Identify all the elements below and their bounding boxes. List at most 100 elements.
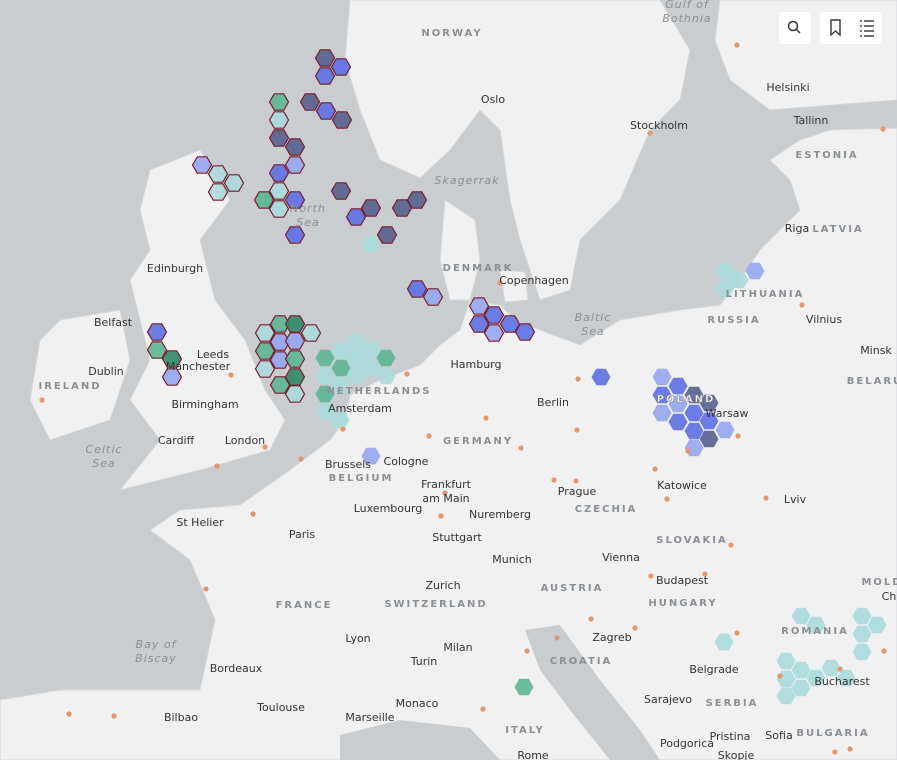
hex-cell [699, 430, 719, 448]
city-dot [763, 495, 769, 501]
city-label: Milan [443, 641, 472, 654]
hex-cell [483, 324, 505, 342]
sea-label: Sea [296, 216, 320, 229]
city-label: am Main [422, 492, 469, 505]
controls [779, 12, 882, 44]
country-label: POLAND [657, 394, 716, 405]
hex-cell [299, 93, 321, 111]
country-label: AUSTRIA [541, 583, 604, 594]
hex-cell [406, 280, 428, 298]
city-label: Rome [517, 749, 549, 760]
hex-cell [254, 342, 276, 360]
city-dot [426, 433, 432, 439]
hex-cell [483, 306, 505, 324]
hex-cell [284, 156, 306, 174]
city-label: Bucharest [814, 675, 870, 688]
hex-cell [161, 350, 183, 368]
hex-cell [422, 288, 444, 306]
hex-cell [668, 377, 688, 395]
hex-cell [391, 199, 413, 217]
hex-cell [269, 333, 291, 351]
hex-cell [268, 182, 290, 200]
city-label: Tallinn [793, 114, 829, 127]
hex-cell [652, 368, 672, 386]
hex-cell [284, 315, 306, 333]
hex-cell [406, 191, 428, 209]
hex-cell [852, 625, 872, 643]
hex-cell [699, 412, 719, 430]
hex-cell [268, 111, 290, 129]
hex-cell [668, 413, 688, 431]
hex-cell [361, 447, 381, 465]
city-dot [647, 130, 653, 136]
hex-cell [729, 271, 749, 289]
city-label: Belfast [94, 316, 133, 329]
hex-cell [499, 315, 521, 333]
sea-label: Biscay [135, 652, 177, 665]
sea-label: Gulf of [665, 0, 710, 11]
city-label: Oslo [481, 93, 505, 106]
hex-cell [268, 200, 290, 218]
city-dot [837, 666, 843, 672]
hex-cell [191, 156, 213, 174]
hex-cell [714, 280, 734, 298]
country-label: NETHERLANDS [327, 386, 432, 397]
hex-cell [223, 174, 245, 192]
city-label: Lviv [784, 493, 807, 506]
hex-cell [776, 687, 796, 705]
sea-label: Sea [92, 457, 116, 470]
city-label: Stockholm [630, 119, 688, 132]
city-label: Frankfurt [421, 478, 471, 491]
country-label: IRELAND [38, 381, 101, 392]
sea-label: Baltic [575, 311, 612, 324]
hex-cell [300, 324, 322, 342]
city-label: Luxembourg [354, 502, 423, 515]
city-label: Skopje [718, 749, 755, 760]
sea-label: Skagerrak [435, 174, 500, 187]
country-label: RUSSIA [707, 315, 760, 326]
country-label: LATVIA [812, 224, 863, 235]
hex-cell [806, 669, 826, 687]
sea-label: Sea [581, 325, 605, 338]
bookmark-button[interactable] [830, 19, 841, 37]
city-dot [847, 746, 853, 752]
hex-cell [269, 376, 291, 394]
hex-cell [345, 208, 367, 226]
hex-cell [314, 67, 336, 85]
search-button[interactable] [779, 12, 811, 44]
city-dots [39, 42, 887, 755]
country-label: SERBIA [706, 698, 759, 709]
sea-label: Celtic [86, 443, 123, 456]
hex-cell [330, 411, 350, 429]
hex-cell [268, 164, 290, 182]
city-label: Turin [410, 655, 438, 668]
hex-cell [684, 404, 704, 422]
country-label: GERMANY [443, 436, 513, 447]
hex-cell [253, 191, 275, 209]
country-label: CZECHIA [575, 504, 638, 515]
city-dot [574, 427, 580, 433]
hex-cell [852, 607, 872, 625]
hex-cell [207, 165, 229, 183]
city-label: Manchester [166, 360, 231, 373]
city-dot [551, 477, 557, 483]
hex-cell [791, 679, 811, 697]
country-label: BELARU [847, 376, 897, 387]
city-label: Vienna [602, 551, 640, 564]
hex-cell [269, 315, 291, 333]
city-label: Marseille [345, 711, 394, 724]
city-dot [573, 478, 579, 484]
city-label: Munich [492, 553, 532, 566]
hex-cell [852, 643, 872, 661]
city-dot [664, 496, 670, 502]
layers-button[interactable] [860, 20, 874, 37]
hex-cell [207, 183, 229, 201]
city-label: Cardiff [158, 434, 195, 447]
country-label: FRANCE [276, 600, 333, 611]
city-dot [554, 635, 560, 641]
city-dot [777, 673, 783, 679]
hex-cell [776, 652, 796, 670]
hex-cell [376, 349, 396, 367]
hex-cell [514, 678, 534, 696]
hex-cell [821, 659, 841, 677]
